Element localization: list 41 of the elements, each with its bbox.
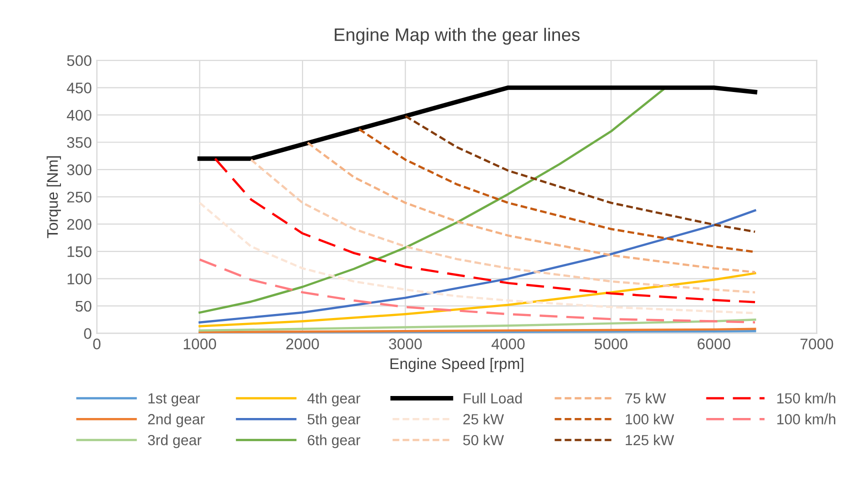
line-series [404, 114, 756, 233]
legend-label: 6th gear [308, 434, 360, 448]
line-series [198, 318, 756, 332]
y-tick-label: 250 [67, 192, 92, 203]
legend-label: 50 kW [463, 434, 504, 446]
line-series [198, 258, 756, 324]
line-series [306, 142, 756, 274]
chart-title: Engine Map with the gear lines [334, 28, 580, 45]
legend-label: 5th gear [308, 414, 360, 428]
y-tick-label: 150 [68, 246, 92, 258]
y-tick-label: 200 [67, 218, 92, 230]
x-tick-label: 1000 [184, 338, 216, 350]
y-tick-label: 350 [67, 137, 92, 148]
y-tick-label: 300 [67, 164, 92, 176]
x-tick-label: 6000 [698, 338, 730, 350]
y-tick-label: 450 [66, 82, 92, 94]
y-tick-label: 0 [84, 328, 92, 339]
x-tick-label: 2000 [286, 338, 319, 350]
legend-label: Full Load [464, 392, 522, 404]
legend-label: 2nd gear [148, 414, 205, 428]
y-axis-title: Torque [Nm] [46, 156, 61, 238]
y-tick-label: 500 [67, 55, 92, 66]
x-tick-label: 5000 [594, 338, 628, 350]
x-axis-title: Engine Speed [rpm] [390, 358, 524, 372]
y-tick-label: 100 [68, 274, 92, 284]
legend-label: 100 kW [626, 414, 674, 424]
x-tick-label: 0 [93, 338, 100, 350]
x-tick-label: 7000 [800, 338, 834, 350]
legend-label: 75 kW [625, 392, 666, 404]
legend-label: 4th gear [307, 392, 360, 406]
legend-label: 1st gear [148, 393, 200, 406]
legend-label: 25 kW [463, 414, 504, 424]
x-tick-label: 3000 [388, 338, 422, 350]
legend-label: 150 km/h [777, 392, 836, 404]
line-series [198, 272, 756, 328]
x-tick-label: 4000 [492, 338, 525, 350]
legend-label: 125 kW [626, 434, 674, 446]
legend-label: 100 km/h [777, 414, 836, 424]
y-tick-label: 400 [66, 110, 92, 121]
legend-label: 3rd gear [148, 434, 202, 448]
y-tick-label: 50 [76, 300, 92, 312]
